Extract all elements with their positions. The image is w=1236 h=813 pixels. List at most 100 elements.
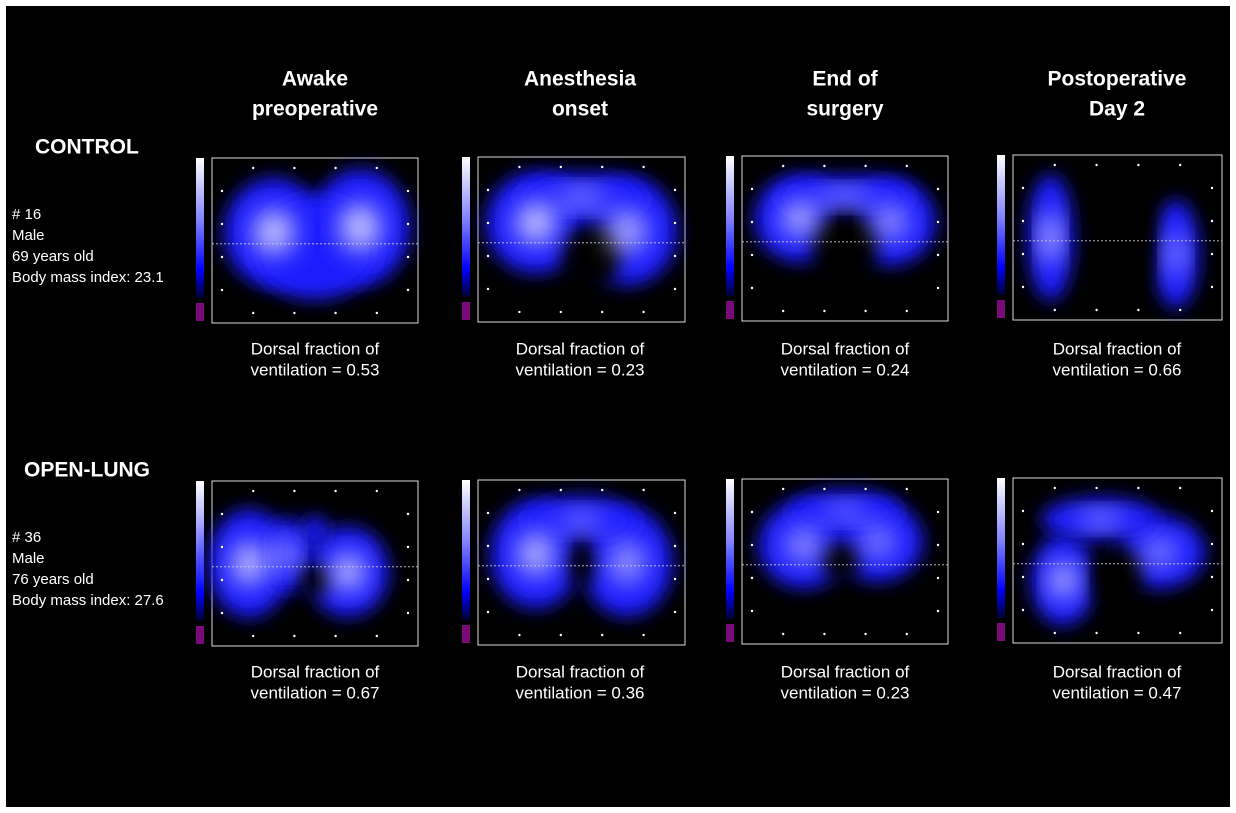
ventilation-high bbox=[517, 532, 554, 577]
frame-dot bbox=[1179, 487, 1181, 489]
frame-dot bbox=[221, 256, 223, 258]
ventilation-high bbox=[1140, 537, 1178, 567]
frame-dot bbox=[1211, 187, 1213, 189]
frame-dot bbox=[823, 488, 825, 490]
frame-dot bbox=[1211, 576, 1213, 578]
color-bar bbox=[726, 479, 734, 619]
frame-dot bbox=[1022, 253, 1024, 255]
frame-dot bbox=[334, 167, 336, 169]
frame-dot bbox=[376, 167, 378, 169]
color-bar bbox=[462, 157, 470, 297]
frame-dot bbox=[601, 489, 603, 491]
frame-dot bbox=[864, 310, 866, 312]
column-title: surgery bbox=[806, 98, 883, 121]
ventilation-high bbox=[1167, 232, 1186, 277]
frame-dot bbox=[334, 312, 336, 314]
column-title: Day 2 bbox=[1089, 98, 1145, 121]
frame-dot bbox=[674, 578, 676, 580]
color-bar bbox=[997, 155, 1005, 295]
frame-dot bbox=[293, 635, 295, 637]
color-bar bbox=[726, 156, 734, 296]
ventilation-hole bbox=[569, 538, 594, 588]
color-bar-low bbox=[462, 302, 470, 320]
frame-dot bbox=[751, 254, 753, 256]
frame-dot bbox=[642, 166, 644, 168]
ventilation-high bbox=[1041, 212, 1060, 264]
patient-info: 76 years old bbox=[12, 571, 94, 588]
ventilation-high bbox=[1076, 510, 1125, 528]
frame-dot bbox=[293, 490, 295, 492]
frame-dot bbox=[221, 223, 223, 225]
color-bar-low bbox=[196, 626, 204, 644]
frame-dot bbox=[252, 635, 254, 637]
frame-dot bbox=[1022, 576, 1024, 578]
caption: Dorsal fraction of bbox=[1053, 339, 1182, 358]
frame-dot bbox=[751, 610, 753, 612]
column-title: onset bbox=[552, 98, 608, 121]
column-title: End of bbox=[812, 68, 878, 91]
caption: ventilation = 0.23 bbox=[515, 360, 644, 379]
frame-dot bbox=[1211, 220, 1213, 222]
frame-dot bbox=[674, 255, 676, 257]
frame-dot bbox=[1179, 632, 1181, 634]
frame-dot bbox=[518, 166, 520, 168]
caption: ventilation = 0.67 bbox=[250, 683, 379, 702]
frame-dot bbox=[751, 221, 753, 223]
color-bar-low bbox=[726, 301, 734, 319]
frame-dot bbox=[487, 189, 489, 191]
frame-dot bbox=[642, 634, 644, 636]
frame-dot bbox=[407, 546, 409, 548]
color-bar bbox=[997, 478, 1005, 618]
column-title: Anesthesia bbox=[524, 68, 636, 91]
ventilation-high bbox=[232, 541, 265, 586]
frame-dot bbox=[674, 611, 676, 613]
column-title: Postoperative bbox=[1048, 68, 1187, 91]
frame-dot bbox=[937, 511, 939, 513]
ventilation-high bbox=[275, 540, 297, 570]
frame-dot bbox=[674, 189, 676, 191]
frame-dot bbox=[1137, 487, 1139, 489]
frame-dot bbox=[221, 612, 223, 614]
frame-dot bbox=[1054, 164, 1056, 166]
frame-dot bbox=[1179, 164, 1181, 166]
color-bar bbox=[196, 158, 204, 298]
color-bar-low bbox=[997, 623, 1005, 641]
frame-dot bbox=[937, 287, 939, 289]
frame-dot bbox=[518, 311, 520, 313]
ventilation-hole bbox=[301, 564, 330, 597]
frame-dot bbox=[1137, 632, 1139, 634]
frame-dot bbox=[560, 634, 562, 636]
frame-dot bbox=[221, 513, 223, 515]
ventilation-high bbox=[253, 210, 294, 255]
frame-dot bbox=[252, 490, 254, 492]
patient-info: Male bbox=[12, 227, 45, 244]
frame-dot bbox=[407, 256, 409, 258]
frame-dot bbox=[751, 188, 753, 190]
frame-dot bbox=[1054, 487, 1056, 489]
frame-dot bbox=[1022, 543, 1024, 545]
frame-dot bbox=[601, 311, 603, 313]
frame-dot bbox=[674, 288, 676, 290]
column-title: Awake bbox=[282, 68, 348, 91]
frame-dot bbox=[937, 544, 939, 546]
frame-dot bbox=[487, 611, 489, 613]
frame-dot bbox=[1095, 164, 1097, 166]
color-bar-low bbox=[997, 300, 1005, 318]
ventilation-high bbox=[822, 503, 868, 521]
frame-dot bbox=[1137, 309, 1139, 311]
ventilation-hole bbox=[812, 210, 878, 283]
ventilation-high bbox=[872, 204, 909, 240]
frame-dot bbox=[642, 489, 644, 491]
ventilation-high bbox=[515, 202, 556, 244]
frame-dot bbox=[1054, 309, 1056, 311]
frame-dot bbox=[823, 310, 825, 312]
frame-dot bbox=[906, 165, 908, 167]
frame-dot bbox=[1179, 309, 1181, 311]
ventilation-hole bbox=[822, 542, 859, 582]
frame-dot bbox=[601, 634, 603, 636]
row-label: OPEN-LUNG bbox=[24, 459, 150, 482]
frame-dot bbox=[782, 633, 784, 635]
frame-dot bbox=[674, 222, 676, 224]
frame-dot bbox=[221, 579, 223, 581]
frame-dot bbox=[751, 544, 753, 546]
